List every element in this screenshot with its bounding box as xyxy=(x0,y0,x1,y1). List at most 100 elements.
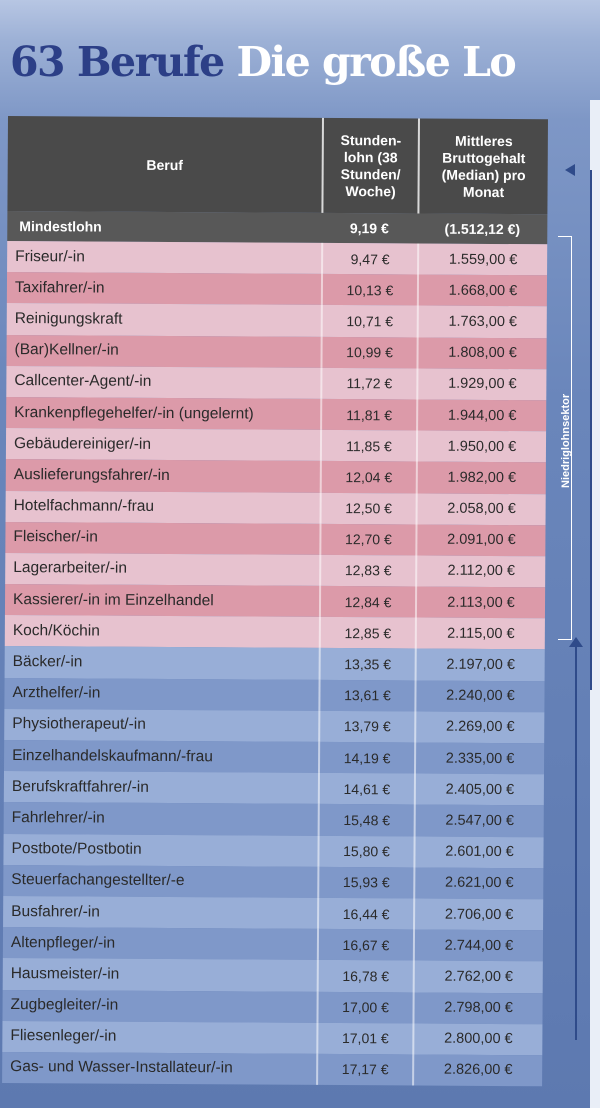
cell-beruf: Busfahrer/-in xyxy=(11,902,100,921)
cell-stundenlohn: 10,71 € xyxy=(320,305,417,338)
cell-beruf: Steuerfachangestellter/-e xyxy=(11,871,185,890)
cell-beruf: Bäcker/-in xyxy=(12,653,83,671)
cell-beruf: Fliesenleger/-in xyxy=(10,1027,117,1045)
cell-stundenlohn: 16,67 € xyxy=(316,929,414,961)
cell-stundenlohn: 12,84 € xyxy=(318,585,416,618)
cell-gehalt: 2.269,00 € xyxy=(414,711,545,744)
cell-stundenlohn: 10,99 € xyxy=(320,336,417,369)
table-row: Fahrlehrer/-in 15,48 €2.547,00 € xyxy=(3,802,544,837)
low-wage-bracket xyxy=(558,236,572,640)
cell-stundenlohn: 11,81 € xyxy=(320,398,417,431)
cell-gehalt: 2.240,00 € xyxy=(414,680,545,713)
cell-gehalt: 2.058,00 € xyxy=(415,492,546,525)
arrow-line-top xyxy=(590,170,592,690)
table-row: Altenpfleger/-in 16,67 €2.744,00 € xyxy=(2,927,544,962)
headline-part-2: Die große Lo xyxy=(236,38,516,86)
cell-beruf: Gebäudereiniger/-in xyxy=(13,434,152,453)
cell-gehalt: 2.601,00 € xyxy=(413,836,544,869)
table-row: Busfahrer/-in 16,44 €2.706,00 € xyxy=(3,895,544,931)
cell-beruf: Einzelhandelskaufmann/-frau xyxy=(12,746,213,765)
table-row: Gebäudereiniger/-in 11,85 €1.950,00 € xyxy=(5,428,547,463)
cell-beruf: Berufskraftfahrer/-in xyxy=(11,777,149,796)
header-beruf: Beruf xyxy=(146,156,184,173)
cell-stundenlohn: 15,93 € xyxy=(317,866,414,899)
cell-gehalt: 2.744,00 € xyxy=(412,929,544,962)
table-row: Gas- und Wasser-Installateur/-in 17,17 €2… xyxy=(2,1051,543,1087)
cell-stundenlohn: 11,85 € xyxy=(319,430,417,462)
header-stundenlohn: Stunden-lohn (38 Stunden/ Woche) xyxy=(321,117,418,214)
cell-beruf: Gas- und Wasser-Installateur/-in xyxy=(10,1058,233,1077)
cell-gehalt: 2.405,00 € xyxy=(413,773,544,806)
cell-stundenlohn: 14,61 € xyxy=(317,773,414,805)
mindestlohn-stundenlohn: 9,19 € xyxy=(349,220,389,237)
table-row: Lagerarbeiter/-in 12,83 €2.112,00 € xyxy=(5,552,546,588)
arrow-head-left-icon xyxy=(565,164,575,176)
cell-gehalt: 2.621,00 € xyxy=(413,867,544,900)
header-gehalt: Mittleres Bruttogehalt (Median) pro Mona… xyxy=(417,118,548,215)
table-row: Kassierer/-in im Einzelhandel 12,84 €2.11… xyxy=(4,584,546,619)
cell-gehalt: 2.115,00 € xyxy=(414,617,545,650)
cell-gehalt: 2.113,00 € xyxy=(414,586,546,619)
cell-stundenlohn: 13,61 € xyxy=(318,679,415,712)
adjacent-column xyxy=(590,100,600,1108)
cell-stundenlohn: 16,44 € xyxy=(317,897,414,930)
cell-beruf: Hotelfachmann/-frau xyxy=(13,497,155,515)
cell-beruf: Fleischer/-in xyxy=(13,528,98,546)
headline-part-1: 63 Berufe xyxy=(10,38,225,86)
cell-stundenlohn: 15,48 € xyxy=(317,804,414,837)
cell-stundenlohn: 10,13 € xyxy=(320,274,418,306)
cell-gehalt: 1.944,00 € xyxy=(416,399,547,432)
cell-gehalt: 2.826,00 € xyxy=(412,1054,543,1087)
table-row: Koch/Köchin 12,85 €2.115,00 € xyxy=(4,615,545,650)
cell-beruf: Krankenpflegehelfer/-in (ungelernt) xyxy=(14,403,254,423)
cell-stundenlohn: 15,80 € xyxy=(317,835,414,868)
table-row: Arzthelfer/-in 13,61 €2.240,00 € xyxy=(4,677,545,713)
table-row: Steuerfachangestellter/-e 15,93 €2.621,00… xyxy=(3,864,544,900)
headline: 63 Berufe Die große Lo xyxy=(10,38,517,98)
table-row: Taxifahrer/-in 10,13 €1.668,00 € xyxy=(6,272,548,307)
mindestlohn-gehalt: (1.512,12 €) xyxy=(444,220,521,238)
cell-beruf: (Bar)Kellner/-in xyxy=(14,341,119,359)
cell-stundenlohn: 17,01 € xyxy=(316,1022,413,1055)
arrow-head-up-icon xyxy=(569,637,583,647)
cell-gehalt: 1.982,00 € xyxy=(415,461,546,494)
cell-stundenlohn: 12,70 € xyxy=(319,523,416,556)
cell-beruf: Postbote/Postbotin xyxy=(11,840,142,858)
cell-beruf: Zugbegleiter/-in xyxy=(10,996,119,1014)
cell-stundenlohn: 14,19 € xyxy=(317,741,415,774)
cell-gehalt: 2.197,00 € xyxy=(414,648,545,681)
cell-stundenlohn: 13,79 € xyxy=(318,710,415,743)
cell-stundenlohn: 9,47 € xyxy=(321,242,418,275)
cell-beruf: Hausmeister/-in xyxy=(10,964,120,983)
cell-stundenlohn: 12,50 € xyxy=(319,492,416,525)
cell-gehalt: 1.808,00 € xyxy=(416,337,547,370)
cell-stundenlohn: 17,00 € xyxy=(316,991,413,1024)
cell-gehalt: 1.763,00 € xyxy=(416,305,547,338)
cell-gehalt: 2.762,00 € xyxy=(412,960,543,993)
cell-stundenlohn: 12,85 € xyxy=(318,617,415,649)
table-row: Berufskraftfahrer/-in 14,61 €2.405,00 € xyxy=(3,771,544,806)
cell-stundenlohn: 11,72 € xyxy=(320,367,417,400)
table-row: Fliesenleger/-in 17,01 €2.800,00 € xyxy=(2,1020,543,1056)
table-row: Bäcker/-in 13,35 €2.197,00 € xyxy=(4,646,545,681)
cell-beruf: Arzthelfer/-in xyxy=(12,684,101,702)
table-header: Beruf Stunden-lohn (38 Stunden/ Woche) M… xyxy=(7,116,548,215)
cell-beruf: Fahrlehrer/-in xyxy=(11,809,105,827)
cell-gehalt: 1.950,00 € xyxy=(415,430,547,463)
cell-beruf: Kassierer/-in im Einzelhandel xyxy=(12,590,214,609)
cell-beruf: Lagerarbeiter/-in xyxy=(13,559,128,578)
table-row: Friseur/-in 9,47 €1.559,00 € xyxy=(7,240,548,276)
table-row: Hotelfachmann/-frau 12,50 €2.058,00 € xyxy=(5,490,546,525)
mindestlohn-row: Mindestlohn 9,19 € (1.512,12 €) xyxy=(7,210,548,245)
salary-table: Beruf Stunden-lohn (38 Stunden/ Woche) M… xyxy=(2,116,548,1087)
table-row: Fleischer/-in 12,70 €2.091,00 € xyxy=(5,521,546,557)
arrow-line-bottom xyxy=(575,645,577,1040)
table-row: Postbote/Postbotin 15,80 €2.601,00 € xyxy=(3,833,544,869)
cell-gehalt: 2.335,00 € xyxy=(413,742,545,775)
table-row: Krankenpflegehelfer/-in (ungelernt) 11,81… xyxy=(6,396,547,432)
table-row: Einzelhandelskaufmann/-frau 14,19 €2.335,… xyxy=(3,739,545,775)
sector-label: Niedriglohnsektor xyxy=(560,393,572,488)
cell-gehalt: 1.929,00 € xyxy=(416,368,547,401)
cell-stundenlohn: 16,78 € xyxy=(316,960,413,992)
